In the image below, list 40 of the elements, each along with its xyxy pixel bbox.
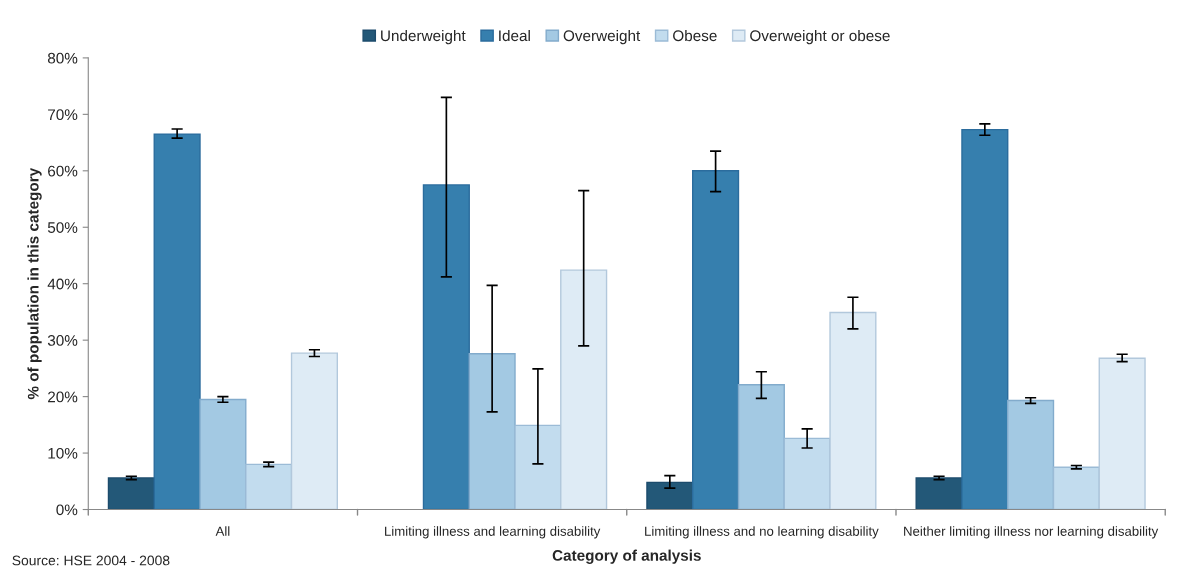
y-tick-label: 30% — [47, 335, 78, 346]
bar — [560, 269, 608, 510]
bar — [153, 133, 201, 510]
legend-label: Overweight or obese — [750, 29, 890, 45]
y-tick-label: 40% — [47, 278, 78, 290]
bar — [107, 477, 155, 510]
bar — [692, 170, 740, 510]
bar — [245, 463, 293, 510]
y-tick-label: 80% — [47, 52, 78, 64]
y-tick-label: 0% — [56, 504, 78, 516]
x-tick-label: All — [215, 526, 230, 536]
bar — [1052, 466, 1100, 510]
bar — [199, 398, 247, 510]
y-tick-label: 60% — [48, 165, 78, 177]
x-tick-label: Neither limiting illness nor learning disability — [904, 526, 1159, 539]
y-tick-label: 50% — [47, 222, 78, 233]
legend-label: Overweight — [563, 29, 641, 45]
bar — [783, 437, 831, 510]
bar — [290, 352, 339, 510]
bar — [422, 184, 470, 510]
bar — [468, 353, 516, 510]
y-tick-label: 20% — [48, 391, 78, 403]
bar — [961, 128, 1009, 510]
bar — [829, 311, 877, 510]
legend-label: Ideal — [499, 29, 530, 42]
bar — [1007, 399, 1055, 510]
bar — [737, 384, 785, 510]
legend-label: Obese — [673, 29, 717, 42]
y-axis-title: % of population in this category — [27, 167, 42, 400]
x-tick-label: Limiting illness and learning disability — [385, 526, 601, 539]
x-axis-title: Category of analysis — [552, 549, 701, 564]
y-tick-label: 70% — [48, 109, 78, 121]
source-note: Source: HSE 2004 - 2008 — [12, 555, 170, 566]
bar — [1098, 357, 1146, 510]
bar — [646, 481, 694, 510]
bar — [514, 424, 562, 510]
x-tick-label: Limiting illness and no learning disability — [645, 526, 879, 539]
legend-label: Underweight — [381, 29, 466, 45]
bar — [915, 477, 963, 510]
y-tick-label: 10% — [48, 447, 78, 459]
